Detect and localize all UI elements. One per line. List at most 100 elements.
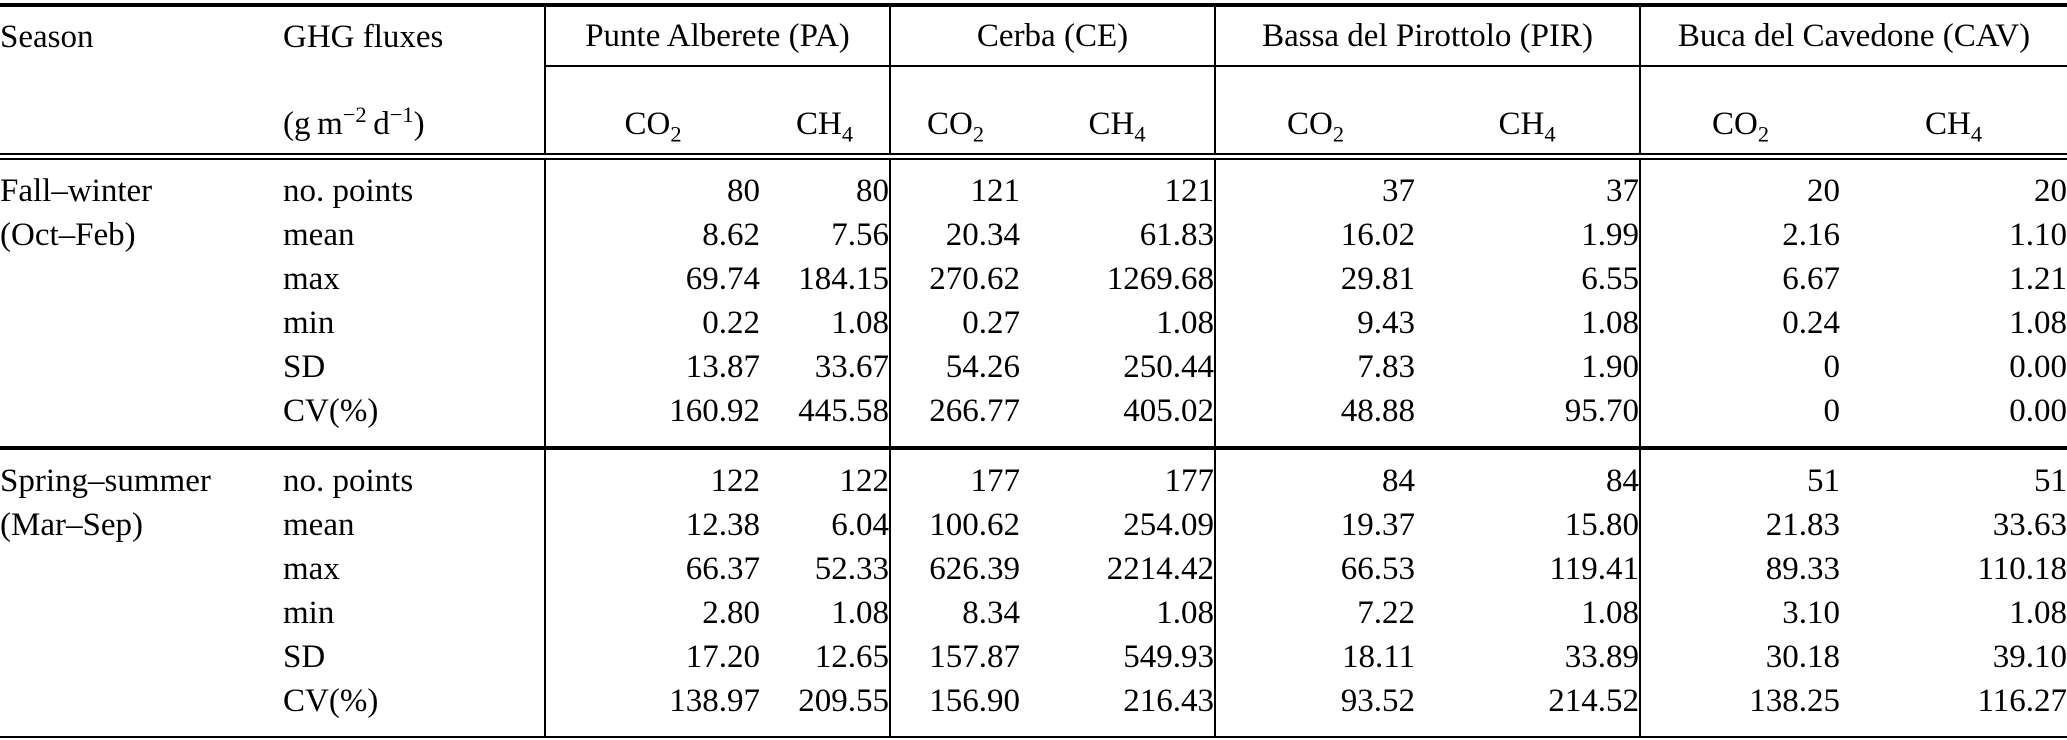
site-header-bassa-del-pirottolo: Bassa del Pirottolo (PIR) bbox=[1215, 5, 1642, 67]
cell-ce-ch4: 250.44 bbox=[1020, 345, 1217, 389]
table-row: (Oct–Feb) mean 8.62 7.56 20.34 61.83 16.… bbox=[0, 213, 2067, 257]
unit-text: d bbox=[366, 106, 390, 142]
gas-subscript: 4 bbox=[1544, 121, 1556, 147]
cell-ce-co2: 0.27 bbox=[962, 305, 1020, 341]
cell-pa-co2: 80 bbox=[727, 173, 760, 209]
table-row: max 66.37 52.33 626.39 2214.42 66.53 119… bbox=[0, 547, 2067, 591]
cell-cav-ch4: 39.10 bbox=[1992, 639, 2067, 675]
season-spacer bbox=[0, 547, 283, 591]
cell-pir-co2: 66.53 bbox=[1340, 551, 1416, 587]
stat-label: CV(%) bbox=[283, 679, 546, 740]
cell-pa-ch4: 184.15 bbox=[760, 257, 891, 301]
cell-pir-ch4: 1.08 bbox=[1415, 591, 1642, 635]
table-row: Fall–winter no. points 80 80 121 121 37 … bbox=[0, 156, 2067, 213]
cell-pa-ch4: 122 bbox=[760, 448, 891, 503]
cell-ce-co2: 266.77 bbox=[890, 389, 1020, 450]
gas-header-pir-ch4: CH4 bbox=[1415, 66, 1642, 160]
cell-pir-co2: 16.02 bbox=[1340, 217, 1416, 253]
site-header-buca-del-cavedone: Buca del Cavedone (CAV) bbox=[1640, 5, 2067, 67]
cell-pa-co2: 8.62 bbox=[702, 217, 760, 253]
stat-label: mean bbox=[283, 503, 546, 547]
cell-pir-co2: 29.81 bbox=[1340, 261, 1416, 297]
cell-pir-co2: 18.11 bbox=[1341, 639, 1416, 675]
season-label: (Mar–Sep) bbox=[0, 507, 143, 543]
season-spacer bbox=[0, 345, 283, 389]
section-spring-summer: Spring–summer no. points 122 122 177 177… bbox=[0, 448, 2067, 740]
table-row: SD 13.87 33.67 54.26 250.44 7.83 1.90 0 … bbox=[0, 345, 2067, 389]
season-spacer bbox=[0, 389, 283, 450]
cell-ce-ch4: 1.08 bbox=[1020, 301, 1217, 345]
gas-header-pir-co2: CO2 bbox=[1215, 66, 1416, 160]
cell-pir-co2: 84 bbox=[1382, 463, 1416, 499]
section-fall-winter: Fall–winter no. points 80 80 121 121 37 … bbox=[0, 156, 2067, 450]
cell-pir-co2: 48.88 bbox=[1215, 389, 1416, 450]
cell-pa-ch4: 445.58 bbox=[760, 389, 891, 450]
cell-pir-co2: 19.37 bbox=[1340, 507, 1416, 543]
cell-pir-co2: 9.43 bbox=[1357, 305, 1416, 341]
header-row-gases: (g m−2 d−1) CO2 CH4 CO2 CH4 CO2 CH4 CO2 … bbox=[0, 66, 2067, 160]
cell-cav-ch4: 1.08 bbox=[2009, 595, 2067, 631]
gas-label: CO bbox=[1286, 106, 1333, 142]
cell-cav-co2: 89.33 bbox=[1765, 551, 1841, 587]
cell-cav-ch4: 110.18 bbox=[1977, 551, 2067, 587]
cell-pir-ch4: 1.90 bbox=[1415, 345, 1642, 389]
gas-header-cav-ch4: CH4 bbox=[1840, 66, 2067, 160]
season-label: (Oct–Feb) bbox=[0, 217, 136, 253]
cell-pa-co2: 138.97 bbox=[669, 683, 760, 719]
cell-cav-co2: 6.67 bbox=[1782, 261, 1841, 297]
season-label: Spring–summer bbox=[0, 463, 211, 499]
cell-cav-ch4: 1.10 bbox=[2009, 217, 2067, 253]
cell-pa-ch4: 1.08 bbox=[760, 591, 891, 635]
cell-pa-co2: 2.80 bbox=[702, 595, 760, 631]
unit-label: (g m−2 d−1) bbox=[283, 66, 546, 160]
cell-ce-ch4: 216.43 bbox=[1020, 679, 1217, 740]
cell-cav-co2: 3.10 bbox=[1782, 595, 1841, 631]
gas-subscript: 4 bbox=[1970, 121, 1983, 147]
cell-cav-ch4: 0.00 bbox=[2009, 349, 2067, 385]
table-row: (Mar–Sep) mean 12.38 6.04 100.62 254.09 … bbox=[0, 503, 2067, 547]
gas-subscript: 4 bbox=[841, 121, 854, 147]
gas-subscript: 2 bbox=[670, 121, 682, 147]
cell-pa-co2: 160.92 bbox=[545, 389, 760, 450]
cell-ce-ch4: 254.09 bbox=[1020, 503, 1217, 547]
gas-subscript: 2 bbox=[1332, 121, 1345, 147]
cell-pir-ch4: 15.80 bbox=[1415, 503, 1642, 547]
cell-pa-co2: 69.74 bbox=[685, 261, 760, 297]
cell-cav-ch4: 51 bbox=[2034, 463, 2067, 499]
cell-pir-co2: 93.52 bbox=[1340, 683, 1416, 719]
cell-pir-ch4: 37 bbox=[1415, 156, 1642, 213]
table-row: Spring–summer no. points 122 122 177 177… bbox=[0, 448, 2067, 503]
header-spacer bbox=[0, 66, 283, 160]
stat-label: SD bbox=[283, 345, 546, 389]
cell-pir-ch4: 84 bbox=[1415, 448, 1642, 503]
cell-pa-ch4: 52.33 bbox=[760, 547, 891, 591]
site-header-cerba: Cerba (CE) bbox=[890, 5, 1217, 67]
gas-header-ce-ch4: CH4 bbox=[1020, 66, 1217, 160]
cell-pa-ch4: 6.04 bbox=[760, 503, 891, 547]
gas-label: CO bbox=[1711, 106, 1758, 142]
stat-label: max bbox=[283, 257, 546, 301]
unit-exponent: −2 bbox=[342, 102, 367, 127]
site-header-punte-alberete: Punte Alberete (PA) bbox=[545, 5, 891, 67]
stat-label: max bbox=[283, 547, 546, 591]
season-label: Fall–winter bbox=[0, 173, 153, 209]
cell-cav-ch4: 1.08 bbox=[2009, 305, 2067, 341]
cell-ce-ch4: 405.02 bbox=[1020, 389, 1217, 450]
cell-pa-ch4: 1.08 bbox=[760, 301, 891, 345]
ghg-fluxes-header: GHG fluxes bbox=[283, 5, 546, 66]
gas-label: CH bbox=[1498, 106, 1545, 142]
cell-ce-ch4: 177 bbox=[1020, 448, 1217, 503]
gas-label: CO bbox=[926, 106, 973, 142]
cell-ce-co2: 100.62 bbox=[929, 507, 1020, 543]
cell-ce-ch4: 1.08 bbox=[1020, 591, 1217, 635]
header-row-sites: Season GHG fluxes Punte Alberete (PA) Ce… bbox=[0, 5, 2067, 67]
cell-cav-co2: 0 bbox=[1823, 349, 1841, 385]
table-row: max 69.74 184.15 270.62 1269.68 29.81 6.… bbox=[0, 257, 2067, 301]
cell-ce-ch4: 1269.68 bbox=[1020, 257, 1217, 301]
gas-header-pa-ch4: CH4 bbox=[760, 66, 891, 160]
stat-label: SD bbox=[283, 635, 546, 679]
cell-pa-ch4: 7.56 bbox=[760, 213, 891, 257]
table-row: SD 17.20 12.65 157.87 549.93 18.11 33.89… bbox=[0, 635, 2067, 679]
unit-text: ) bbox=[413, 106, 425, 142]
